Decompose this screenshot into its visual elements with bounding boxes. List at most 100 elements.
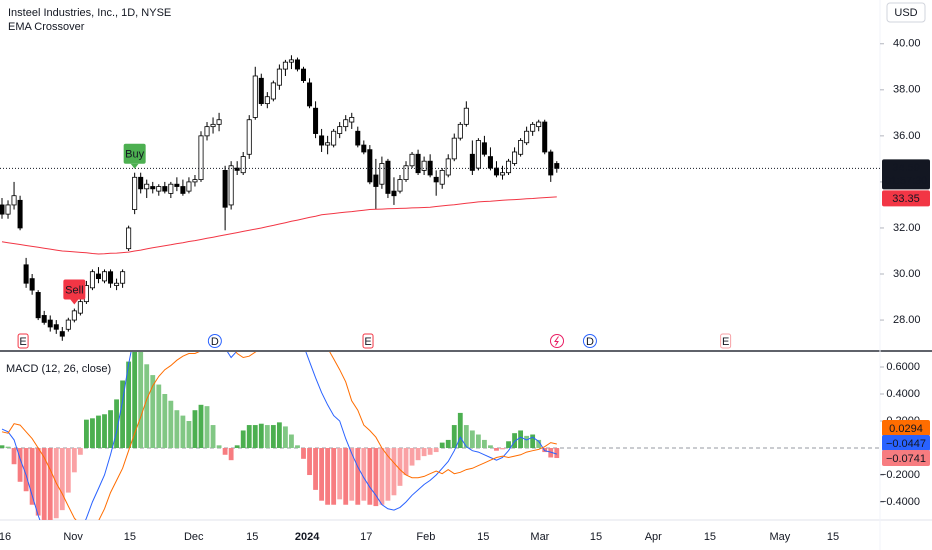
candle-body xyxy=(59,331,65,337)
histogram-bar xyxy=(536,439,542,449)
candle-body xyxy=(174,183,180,187)
candle-body xyxy=(35,292,41,319)
histogram-bar xyxy=(150,375,156,449)
candle-body xyxy=(17,199,23,229)
candle-body xyxy=(192,179,198,183)
histogram-bar xyxy=(373,448,379,507)
x-tick-label: 15 xyxy=(124,531,136,543)
histogram-bar xyxy=(427,448,433,455)
histogram-bar xyxy=(524,435,530,449)
y-tick-label: 38.00 xyxy=(893,84,921,96)
histogram-bar xyxy=(391,448,397,496)
histogram-bar xyxy=(433,448,439,453)
histogram-bar xyxy=(84,419,89,449)
candle-body xyxy=(325,142,331,146)
histogram-bar xyxy=(162,394,168,449)
candle-body xyxy=(487,156,493,169)
histogram-bar xyxy=(222,448,228,455)
histogram-bar xyxy=(65,448,71,493)
histogram-bar xyxy=(71,448,77,473)
candle-body xyxy=(493,167,499,176)
histogram-bar xyxy=(144,364,150,449)
candle-body xyxy=(23,264,29,284)
candle-body xyxy=(512,151,518,164)
histogram-bar xyxy=(11,448,17,465)
macd-last-label-box xyxy=(882,435,930,452)
candle-body xyxy=(343,119,349,128)
histogram-bar xyxy=(108,410,113,449)
signal-box xyxy=(123,143,146,164)
candle-body xyxy=(222,169,228,208)
candle-body xyxy=(518,140,524,155)
histogram-bar xyxy=(276,422,282,449)
histogram-bar xyxy=(445,439,451,449)
candle-body xyxy=(71,310,77,321)
candle-body xyxy=(282,61,288,70)
candle-body xyxy=(469,153,475,171)
histogram-bar xyxy=(246,425,252,449)
histogram-bar xyxy=(397,448,403,486)
histogram-bar xyxy=(457,412,463,449)
candle-body xyxy=(475,140,481,169)
signal-label: Buy xyxy=(125,149,144,161)
candle-body xyxy=(180,186,186,194)
x-tick-label: 15 xyxy=(477,531,489,543)
candle-body xyxy=(349,117,355,123)
histogram-bar xyxy=(325,448,331,505)
candle-body xyxy=(439,169,445,185)
histogram-bar xyxy=(361,448,367,501)
histogram-bar xyxy=(270,425,276,449)
y-tick-label: −0.2000 xyxy=(880,469,920,481)
candle-body xyxy=(246,119,252,155)
histogram-bar xyxy=(379,448,385,505)
histogram-bar xyxy=(198,404,204,449)
histogram-bar xyxy=(264,425,270,449)
price-plot xyxy=(0,55,560,341)
currency-button[interactable] xyxy=(886,2,926,23)
histogram-bar xyxy=(403,448,409,476)
candle-body xyxy=(506,160,512,174)
candle-body xyxy=(337,126,343,134)
candle-body xyxy=(294,59,300,70)
countdown-label: 01:57:30 xyxy=(885,175,928,187)
candle-body xyxy=(264,96,270,105)
histogram-bar xyxy=(180,415,186,449)
histogram-bar xyxy=(23,448,29,492)
histogram-bar xyxy=(5,446,11,449)
histogram-bar xyxy=(518,430,524,449)
candle-body xyxy=(29,278,35,291)
candle-body xyxy=(101,271,108,282)
candle-body xyxy=(481,142,487,155)
event-icon xyxy=(720,333,732,349)
histogram-bar xyxy=(192,410,198,449)
candle-body xyxy=(451,137,457,160)
histogram-bar xyxy=(506,441,511,449)
candle-body xyxy=(210,123,216,128)
histogram-bar xyxy=(337,448,343,500)
candle-body xyxy=(397,179,403,192)
candle-body xyxy=(5,204,11,215)
x-tick-label: May xyxy=(770,531,791,543)
histogram-bar xyxy=(96,415,101,449)
histogram-bar xyxy=(530,434,536,449)
y-tick-label: 40.00 xyxy=(893,38,921,50)
histogram-bar xyxy=(307,448,312,476)
macd-last-label-box xyxy=(882,450,930,467)
candle-body xyxy=(524,130,530,144)
x-tick-label: 15 xyxy=(704,531,716,543)
ema-line xyxy=(1,196,557,255)
candle-body xyxy=(41,315,47,323)
candle-body xyxy=(367,149,373,183)
x-tick-label: Apr xyxy=(645,531,662,543)
candle-body xyxy=(313,107,319,134)
histogram-bar xyxy=(367,448,373,505)
histogram-bar xyxy=(47,448,53,520)
candle-body xyxy=(427,160,433,176)
candle-body xyxy=(138,176,144,190)
histogram-bar xyxy=(252,425,258,449)
candle-body xyxy=(114,282,120,286)
event-icon xyxy=(582,334,597,348)
y-tick-label: 30.00 xyxy=(893,268,921,280)
